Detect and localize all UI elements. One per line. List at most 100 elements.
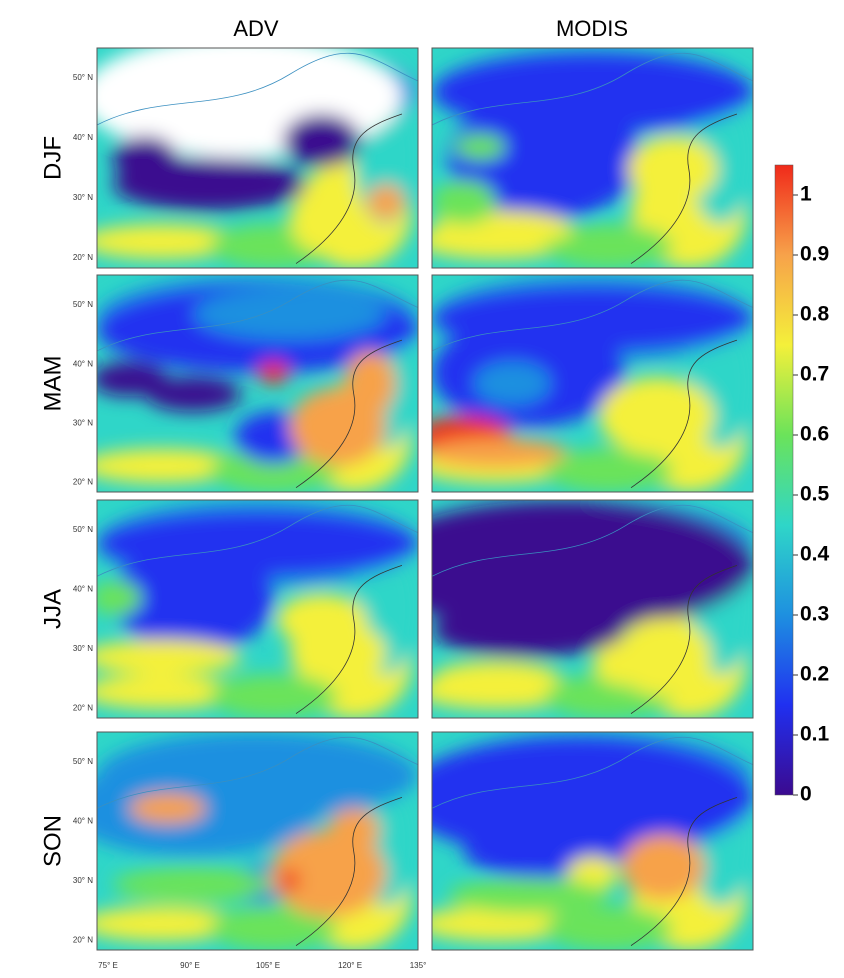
lat-label: 40° N [73, 585, 93, 594]
map-region [627, 136, 718, 202]
lat-label: 40° N [73, 817, 93, 826]
map-region [432, 736, 753, 859]
map-field [432, 48, 753, 268]
lon-label: 135° [410, 961, 427, 970]
map-region [129, 793, 207, 824]
lat-label: 40° N [73, 359, 93, 368]
map-region [473, 361, 551, 406]
colorbar-tick-label: 1 [800, 183, 812, 206]
map-region [448, 878, 609, 913]
coastline [630, 113, 738, 264]
coastline [295, 113, 403, 264]
colorbar-tick-label: 0.4 [800, 543, 830, 566]
lon-label: 90° E [180, 961, 200, 970]
lat-label: 50° N [73, 300, 93, 309]
colorbar-tick-label: 0.7 [800, 363, 829, 386]
colorbar-tick-label: 0.3 [800, 603, 829, 626]
colorbar-tick-label: 0 [800, 783, 812, 806]
map-region [289, 184, 367, 255]
colorbar-tick-label: 0.1 [800, 723, 830, 746]
column-title: MODIS [556, 16, 628, 41]
panel-frame [96, 731, 419, 951]
map-region [432, 500, 753, 631]
colorbar-tick-label: 0.5 [800, 483, 830, 506]
map-panel [96, 499, 419, 719]
map-region [366, 184, 406, 220]
border [432, 279, 753, 352]
colorbar-tick-label: 0.6 [800, 423, 829, 446]
map-region [97, 639, 242, 675]
lat-label: 50° N [73, 73, 93, 82]
panel-frame [431, 731, 754, 951]
lat-label: 50° N [73, 525, 93, 534]
map-region [432, 661, 561, 697]
map-region [328, 808, 380, 852]
lat-label: 20° N [73, 935, 93, 944]
map-panel [431, 47, 754, 269]
lat-label: 20° N [73, 253, 93, 262]
lat-label: 30° N [73, 876, 93, 885]
map-region [344, 350, 396, 417]
map-field-blur [97, 500, 418, 718]
map-region [454, 133, 506, 161]
map-panel [431, 274, 754, 493]
lon-label: 75° E [98, 961, 118, 970]
border [97, 279, 418, 352]
map-region [97, 760, 322, 857]
map-panel [431, 499, 754, 719]
map-field-blur [432, 500, 753, 718]
coastline [295, 565, 403, 714]
lat-label: 40° N [73, 133, 93, 142]
panel-frame [96, 47, 419, 269]
panel-frame [431, 47, 754, 269]
map-region [621, 834, 705, 900]
map-field-blur [432, 275, 753, 492]
map-panel [96, 47, 419, 269]
map-region [97, 906, 242, 942]
map-region [283, 113, 361, 167]
colorbar-tick-label: 0.9 [800, 243, 829, 266]
border [432, 504, 753, 577]
coastline [630, 797, 738, 946]
map-region [145, 376, 242, 412]
map-panel [96, 274, 419, 493]
border [432, 736, 753, 809]
lat-label: 30° N [73, 644, 93, 653]
map-region [270, 830, 386, 918]
map-field [432, 732, 753, 950]
colorbar-tick-label: 0.8 [800, 303, 830, 326]
row-label: MAM [39, 356, 66, 412]
map-field [97, 500, 418, 718]
panel-frame [431, 499, 754, 719]
map-field [432, 500, 753, 718]
map-panel [96, 731, 419, 951]
lat-label: 50° N [73, 757, 93, 766]
lat-label: 20° N [73, 478, 93, 487]
lon-label: 105° E [256, 961, 280, 970]
map-region [97, 674, 242, 710]
map-region [528, 510, 657, 555]
map-region [97, 510, 418, 577]
map-field-blur [432, 48, 753, 268]
panel-frame [96, 499, 419, 719]
column-title: ADV [233, 16, 279, 41]
map-field [432, 275, 753, 492]
map-region [432, 52, 753, 132]
lon-label: 120° E [338, 961, 362, 970]
border [432, 52, 753, 126]
map-region [97, 448, 242, 484]
map-region [432, 285, 753, 351]
map-region [614, 617, 712, 697]
map-field-blur [97, 48, 418, 268]
row-label: JJA [39, 589, 66, 629]
colorbar [774, 164, 794, 796]
coastline [630, 339, 738, 488]
row-label: SON [39, 815, 66, 867]
lat-label: 20° N [73, 703, 93, 712]
row-label: DJF [39, 136, 66, 180]
map-region [113, 136, 178, 180]
coastline [295, 339, 403, 488]
map-region [289, 622, 386, 684]
border [97, 736, 418, 809]
